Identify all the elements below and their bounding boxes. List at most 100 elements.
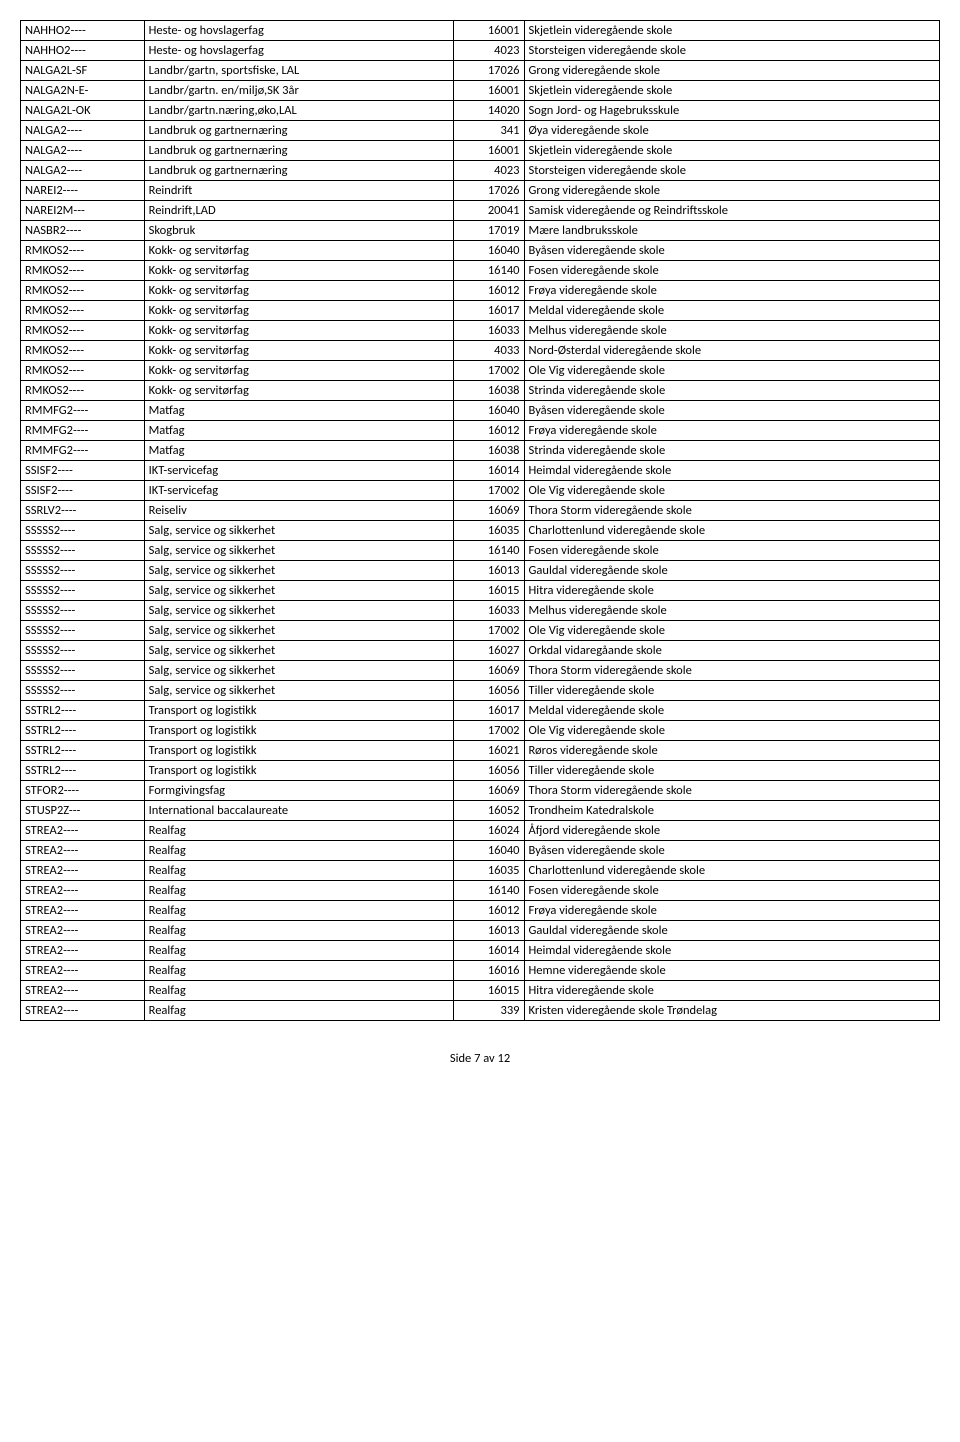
school-cell: Charlottenlund videregående skole xyxy=(524,521,939,541)
school-cell: Grong videregående skole xyxy=(524,61,939,81)
code-cell: NAREI2---- xyxy=(21,181,145,201)
school-cell: Storsteigen videregående skole xyxy=(524,41,939,61)
school-cell: Meldal videregående skole xyxy=(524,301,939,321)
school-cell: Fosen videregående skole xyxy=(524,541,939,561)
school-cell: Sogn Jord- og Hagebruksskule xyxy=(524,101,939,121)
description-cell: Matfag xyxy=(144,401,453,421)
number-cell: 16017 xyxy=(453,701,524,721)
description-cell: IKT-servicefag xyxy=(144,481,453,501)
code-cell: NALGA2L-SF xyxy=(21,61,145,81)
table-row: STREA2----Realfag16016Hemne videregående… xyxy=(21,961,940,981)
school-cell: Hemne videregående skole xyxy=(524,961,939,981)
school-cell: Skjetlein videregående skole xyxy=(524,21,939,41)
description-cell: Matfag xyxy=(144,441,453,461)
number-cell: 17026 xyxy=(453,61,524,81)
school-cell: Åfjord videregående skole xyxy=(524,821,939,841)
number-cell: 17019 xyxy=(453,221,524,241)
code-cell: RMKOS2---- xyxy=(21,241,145,261)
description-cell: Realfag xyxy=(144,1001,453,1021)
table-row: RMKOS2----Kokk- og servitørfag16012Frøya… xyxy=(21,281,940,301)
number-cell: 16069 xyxy=(453,501,524,521)
table-row: RMKOS2----Kokk- og servitørfag16033Melhu… xyxy=(21,321,940,341)
number-cell: 16033 xyxy=(453,601,524,621)
school-cell: Tiller videregående skole xyxy=(524,681,939,701)
code-cell: NALGA2---- xyxy=(21,141,145,161)
table-row: SSSSS2----Salg, service og sikkerhet1601… xyxy=(21,561,940,581)
number-cell: 16015 xyxy=(453,581,524,601)
number-cell: 17002 xyxy=(453,481,524,501)
school-cell: Thora Storm videregående skole xyxy=(524,501,939,521)
number-cell: 16027 xyxy=(453,641,524,661)
code-cell: SSTRL2---- xyxy=(21,761,145,781)
page-footer: Side 7 av 12 xyxy=(20,1051,940,1066)
table-row: SSTRL2----Transport og logistikk16017Mel… xyxy=(21,701,940,721)
number-cell: 17002 xyxy=(453,621,524,641)
number-cell: 16056 xyxy=(453,761,524,781)
number-cell: 16021 xyxy=(453,741,524,761)
description-cell: Realfag xyxy=(144,901,453,921)
school-cell: Heimdal videregående skole xyxy=(524,941,939,961)
table-row: NAREI2M---Reindrift,LAD20041Samisk vider… xyxy=(21,201,940,221)
number-cell: 16069 xyxy=(453,781,524,801)
code-cell: NASBR2---- xyxy=(21,221,145,241)
school-cell: Tiller videregående skole xyxy=(524,761,939,781)
number-cell: 16013 xyxy=(453,921,524,941)
description-cell: Salg, service og sikkerhet xyxy=(144,541,453,561)
table-row: SSTRL2----Transport og logistikk16021Rør… xyxy=(21,741,940,761)
school-cell: Byåsen videregående skole xyxy=(524,841,939,861)
number-cell: 16001 xyxy=(453,21,524,41)
data-table: NAHHO2----Heste- og hovslagerfag16001Skj… xyxy=(20,20,940,1021)
description-cell: Salg, service og sikkerhet xyxy=(144,681,453,701)
code-cell: STREA2---- xyxy=(21,961,145,981)
table-row: SSSSS2----Salg, service og sikkerhet1605… xyxy=(21,681,940,701)
code-cell: SSSSS2---- xyxy=(21,541,145,561)
code-cell: STREA2---- xyxy=(21,981,145,1001)
description-cell: Heste- og hovslagerfag xyxy=(144,21,453,41)
number-cell: 16040 xyxy=(453,841,524,861)
number-cell: 16024 xyxy=(453,821,524,841)
code-cell: RMKOS2---- xyxy=(21,321,145,341)
table-row: STREA2----Realfag16040Byåsen videregåend… xyxy=(21,841,940,861)
table-row: SSTRL2----Transport og logistikk17002Ole… xyxy=(21,721,940,741)
school-cell: Hitra videregående skole xyxy=(524,581,939,601)
table-row: STREA2----Realfag16035Charlottenlund vid… xyxy=(21,861,940,881)
description-cell: Salg, service og sikkerhet xyxy=(144,621,453,641)
number-cell: 16014 xyxy=(453,941,524,961)
school-cell: Gauldal videregående skole xyxy=(524,921,939,941)
code-cell: RMMFG2---- xyxy=(21,421,145,441)
table-row: SSSSS2----Salg, service og sikkerhet1606… xyxy=(21,661,940,681)
description-cell: Salg, service og sikkerhet xyxy=(144,661,453,681)
school-cell: Øya videregående skole xyxy=(524,121,939,141)
number-cell: 17026 xyxy=(453,181,524,201)
school-cell: Ole Vig videregående skole xyxy=(524,721,939,741)
school-cell: Gauldal videregående skole xyxy=(524,561,939,581)
code-cell: RMKOS2---- xyxy=(21,281,145,301)
number-cell: 16001 xyxy=(453,81,524,101)
code-cell: NALGA2---- xyxy=(21,161,145,181)
number-cell: 16035 xyxy=(453,521,524,541)
table-row: SSSSS2----Salg, service og sikkerhet1614… xyxy=(21,541,940,561)
table-row: RMMFG2----Matfag16040Byåsen videregående… xyxy=(21,401,940,421)
school-cell: Charlottenlund videregående skole xyxy=(524,861,939,881)
number-cell: 341 xyxy=(453,121,524,141)
code-cell: STREA2---- xyxy=(21,861,145,881)
table-row: NALGA2L-OKLandbr/gartn.næring,øko,LAL140… xyxy=(21,101,940,121)
description-cell: Transport og logistikk xyxy=(144,741,453,761)
school-cell: Ole Vig videregående skole xyxy=(524,621,939,641)
description-cell: Realfag xyxy=(144,961,453,981)
description-cell: Salg, service og sikkerhet xyxy=(144,601,453,621)
number-cell: 16040 xyxy=(453,241,524,261)
school-cell: Byåsen videregående skole xyxy=(524,401,939,421)
table-row: SSSSS2----Salg, service og sikkerhet1603… xyxy=(21,521,940,541)
table-row: STREA2----Realfag16140Fosen videregående… xyxy=(21,881,940,901)
description-cell: Realfag xyxy=(144,881,453,901)
description-cell: Landbruk og gartnernæring xyxy=(144,121,453,141)
code-cell: NAHHO2---- xyxy=(21,41,145,61)
description-cell: Reiseliv xyxy=(144,501,453,521)
table-row: STREA2----Realfag339Kristen videregående… xyxy=(21,1001,940,1021)
description-cell: Landbruk og gartnernæring xyxy=(144,161,453,181)
code-cell: STREA2---- xyxy=(21,1001,145,1021)
description-cell: Kokk- og servitørfag xyxy=(144,301,453,321)
school-cell: Thora Storm videregående skole xyxy=(524,661,939,681)
number-cell: 20041 xyxy=(453,201,524,221)
